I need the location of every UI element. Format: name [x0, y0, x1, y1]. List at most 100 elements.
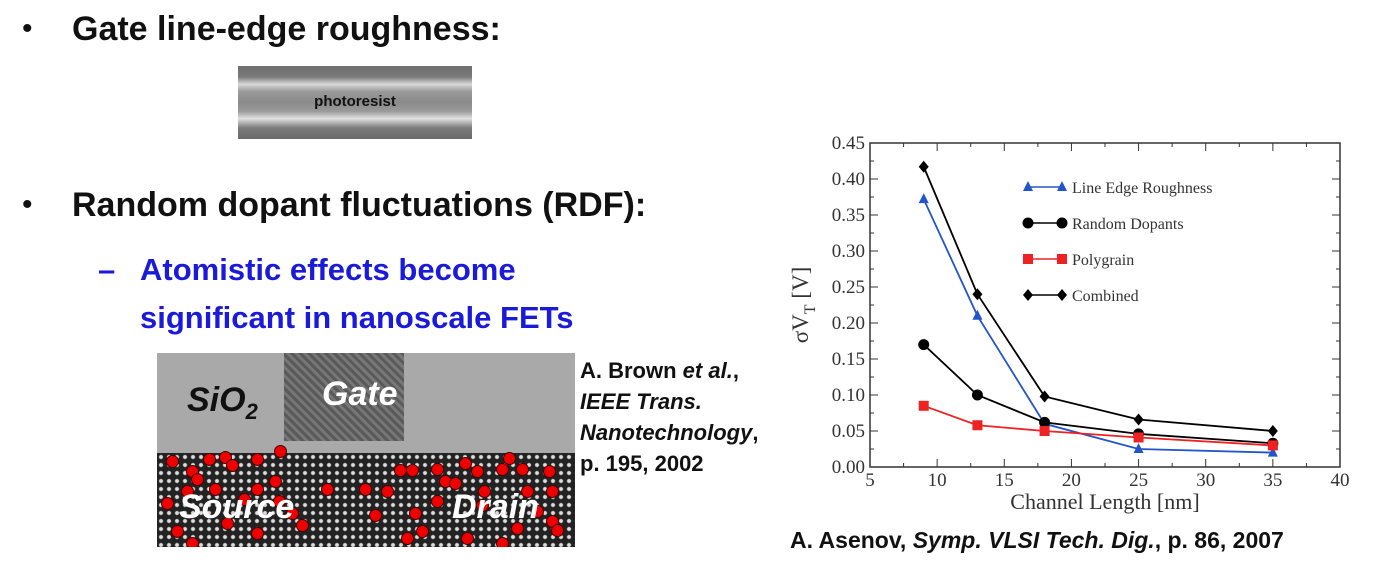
x-tick-label: 25 [1129, 470, 1148, 491]
legend-label: Random Dopants [1072, 216, 1184, 233]
data-point-0-0 [918, 193, 929, 204]
legend-marker [1023, 254, 1033, 264]
y-tick-label: 0.40 [832, 169, 865, 190]
dopant-atom [531, 505, 544, 518]
data-point-1-1 [971, 389, 983, 401]
y-axis-label-part: σV [788, 314, 813, 343]
sub-bullet-line1: Atomistic effects become [140, 252, 516, 287]
y-tick-label: 0.20 [832, 313, 865, 334]
legend-label: Line Edge Roughness [1072, 180, 1212, 197]
legend-marker [1023, 289, 1033, 301]
data-point-2-3 [1133, 432, 1144, 443]
dopant-atom [251, 453, 264, 466]
dopant-atom [238, 493, 251, 506]
data-point-2-4 [1267, 440, 1278, 451]
dopant-atom [546, 485, 559, 498]
y-tick-label: 0.25 [832, 277, 865, 298]
dopant-atom [461, 532, 474, 545]
data-point-3-2 [1039, 390, 1050, 403]
dopant-atom [181, 485, 194, 498]
photoresist-image: photoresist [238, 66, 472, 139]
dopant-atom [286, 507, 299, 520]
legend-marker [1022, 217, 1034, 229]
dopant-atom [416, 525, 429, 538]
y-axis-label-part: [V] [788, 267, 813, 305]
dopant-atom [369, 509, 382, 522]
dopant-atom [274, 445, 287, 458]
y-tick-label: 0.30 [832, 241, 865, 262]
dopant-atom [269, 475, 282, 488]
y-tick-label: 0.00 [832, 457, 865, 478]
dopant-atom [273, 495, 286, 508]
legend-label: Polygrain [1072, 252, 1134, 269]
legend-label: Combined [1072, 288, 1139, 305]
dopant-atom [543, 465, 556, 478]
data-point-1-0 [918, 339, 930, 351]
y-tick-label: 0.05 [832, 421, 865, 442]
dopant-atom [516, 463, 529, 476]
drain-label: Drain [452, 488, 539, 526]
dopant-atom [226, 459, 239, 472]
legend-marker [1057, 254, 1067, 264]
data-point-3-0 [918, 160, 929, 173]
dopant-atom [401, 532, 414, 545]
data-point-3-4 [1267, 425, 1278, 437]
dopant-atom [296, 519, 309, 532]
series-line-0 [922, 198, 1273, 454]
sigma-vt-chart: 5 10 15 20 25 30 35 40 0.00 0.05 0.10 0.15 0.20 0.25 0… [788, 133, 1350, 514]
data-point-0-1 [972, 309, 983, 320]
data-point-1-2 [1039, 416, 1051, 428]
y-tick-label: 0.45 [832, 133, 865, 154]
dopant-atom [431, 463, 444, 476]
oxide-label: SiO2 [187, 381, 258, 424]
x-tick-label: 20 [1062, 470, 1081, 491]
y-axis-label-part: T [802, 304, 819, 314]
legend-marker [1023, 181, 1033, 191]
dopant-atom [431, 495, 444, 508]
dopant-atom [496, 537, 509, 547]
dopant-atom [496, 463, 509, 476]
dopant-atom [221, 517, 234, 530]
data-point-3-1 [972, 288, 983, 301]
sub-bullet-dash: – [98, 252, 116, 287]
bullet-marker: • [22, 188, 33, 221]
dopant-atom [381, 485, 394, 498]
bullet-marker: • [22, 12, 33, 45]
legend-marker [1057, 181, 1067, 191]
dopant-atom [209, 483, 222, 496]
x-tick-label: 15 [995, 470, 1014, 491]
dopant-atom [503, 452, 516, 465]
legend-marker [1057, 289, 1067, 301]
data-point-2-2 [1039, 426, 1050, 436]
data-point-0-3 [1133, 443, 1144, 453]
dopant-atom [161, 497, 174, 510]
y-tick-label: 0.15 [832, 349, 865, 370]
x-tick-label: 40 [1331, 470, 1350, 491]
legend-marker [1056, 217, 1068, 229]
dopant-atom [251, 483, 264, 496]
data-point-2-1 [972, 420, 983, 431]
dopant-atom [476, 499, 489, 512]
reference-asenov: A. Asenov, Symp. VLSI Tech. Dig., p. 86,… [790, 527, 1284, 553]
source-label: Source [179, 488, 295, 526]
dopant-atom [449, 477, 462, 490]
dopant-atom [186, 537, 199, 547]
y-axis-label: σVT [V] [788, 267, 819, 343]
reference-brown: A. Brown et al., IEEE Trans. Nanotechnol… [580, 358, 759, 476]
bullet-gate-ler: Gate line-edge roughness: [72, 10, 501, 48]
y-tick-label: 0.10 [832, 385, 865, 406]
tem-image: SiO2 Gate Source Drain [157, 353, 575, 547]
x-tick-label: 5 [865, 470, 875, 491]
data-point-2-0 [918, 400, 929, 411]
bullet-rdf: Random dopant fluctuations (RDF): [72, 186, 647, 224]
dopant-atom [166, 455, 179, 468]
dopant-atom [406, 464, 419, 477]
gate-label: Gate [322, 375, 398, 413]
dopant-atom [191, 473, 204, 486]
x-tick-label: 10 [928, 470, 947, 491]
photoresist-label: photoresist [314, 93, 396, 110]
dopant-atom [459, 457, 472, 470]
x-tick-label: 30 [1196, 470, 1215, 491]
dopant-atom [478, 485, 491, 498]
dopant-atom [521, 485, 534, 498]
